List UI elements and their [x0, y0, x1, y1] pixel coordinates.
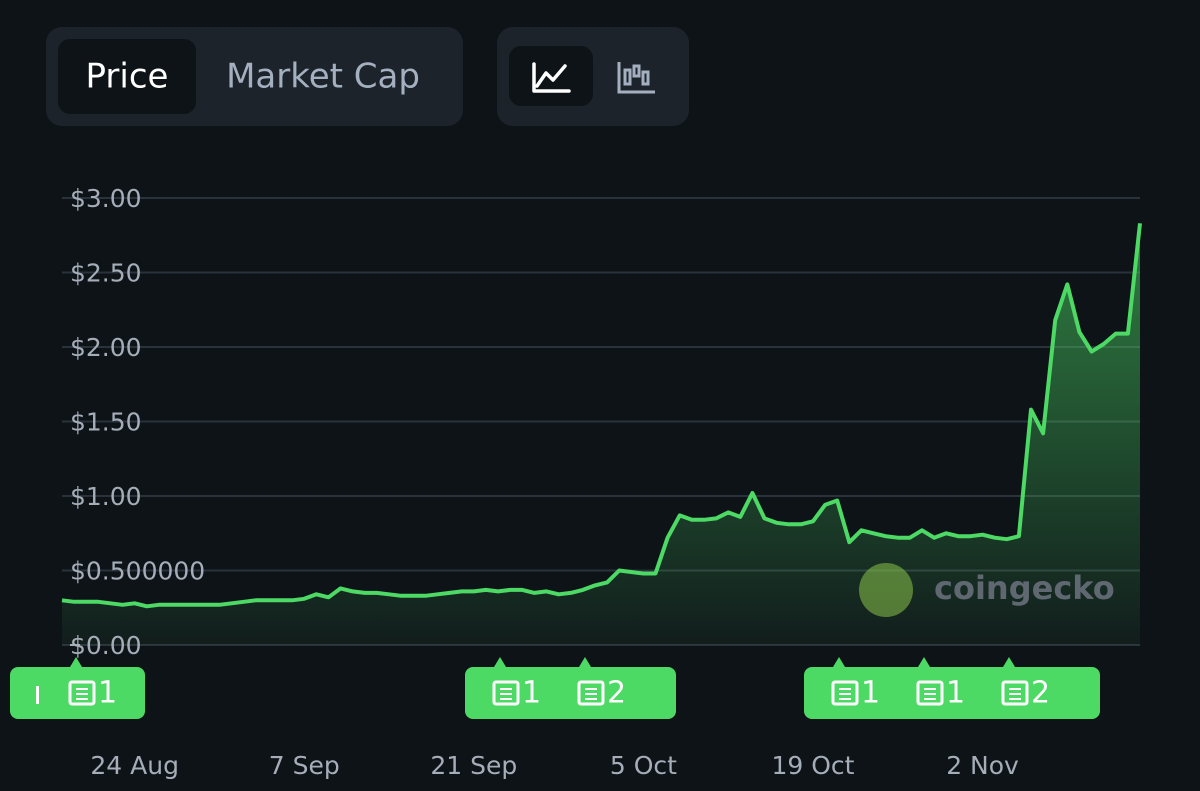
- x-tick-label: 7 Sep: [269, 751, 340, 780]
- news-badge-bg: [465, 667, 676, 719]
- x-tick-label: 24 Aug: [90, 751, 179, 780]
- news-icon: [577, 680, 605, 706]
- x-tick-label: 19 Oct: [771, 751, 854, 780]
- x-tick-label: 2 Nov: [946, 751, 1019, 780]
- news-icon: [68, 680, 96, 706]
- y-tick-label: $0.00: [70, 631, 142, 660]
- news-icon: [492, 680, 520, 706]
- news-icon-lines: [839, 688, 851, 700]
- news-badge-group: 1: [10, 657, 145, 719]
- badge-cut: [36, 686, 39, 704]
- line-icon: [532, 62, 571, 93]
- news-count[interactable]: 1: [98, 676, 117, 711]
- y-tick-label: $2.50: [70, 259, 142, 288]
- x-tick-label: 21 Sep: [430, 751, 517, 780]
- news-badge-group: 1 1 2: [804, 657, 1100, 719]
- news-icon: [916, 680, 944, 706]
- badge-pointer: [579, 657, 591, 667]
- news-count[interactable]: 2: [607, 676, 626, 711]
- badge-pointer: [70, 657, 82, 667]
- news-icon-lines: [500, 688, 512, 700]
- badge-pointer: [1003, 657, 1015, 667]
- news-count[interactable]: 2: [1031, 676, 1050, 711]
- news-count[interactable]: 1: [522, 676, 541, 711]
- area: [62, 223, 1140, 646]
- tab[interactable]: Market Cap: [226, 57, 420, 97]
- watermark-logo: [859, 563, 913, 617]
- candle-icon[interactable]: [617, 62, 655, 94]
- x-tick-label: 5 Oct: [610, 751, 677, 780]
- badge-pointer: [918, 657, 930, 667]
- news-icon-lines: [585, 688, 597, 700]
- news-icon-lines: [1009, 688, 1021, 700]
- news-icon-lines: [924, 688, 936, 700]
- y-tick-label: $1.50: [70, 408, 142, 437]
- watermark: coingecko: [934, 569, 1115, 607]
- badge-pointer: [833, 657, 845, 667]
- news-icon-lines: [76, 688, 88, 700]
- y-tick-label: $2.00: [70, 333, 142, 362]
- news-badge-bg: [804, 667, 1100, 719]
- news-count[interactable]: 1: [946, 676, 965, 711]
- price-line: [61, 223, 1142, 609]
- tab[interactable]: Price: [86, 57, 169, 97]
- badge-pointer: [494, 657, 506, 667]
- tab-active-bg: [58, 39, 196, 114]
- y-tick-label: $1.00: [70, 482, 142, 511]
- news-count[interactable]: 1: [861, 676, 880, 711]
- y-tick-label: $0.500000: [70, 557, 205, 586]
- y-tick-label: $3.00: [70, 184, 142, 213]
- news-icon: [1001, 680, 1029, 706]
- news-icon: [831, 680, 859, 706]
